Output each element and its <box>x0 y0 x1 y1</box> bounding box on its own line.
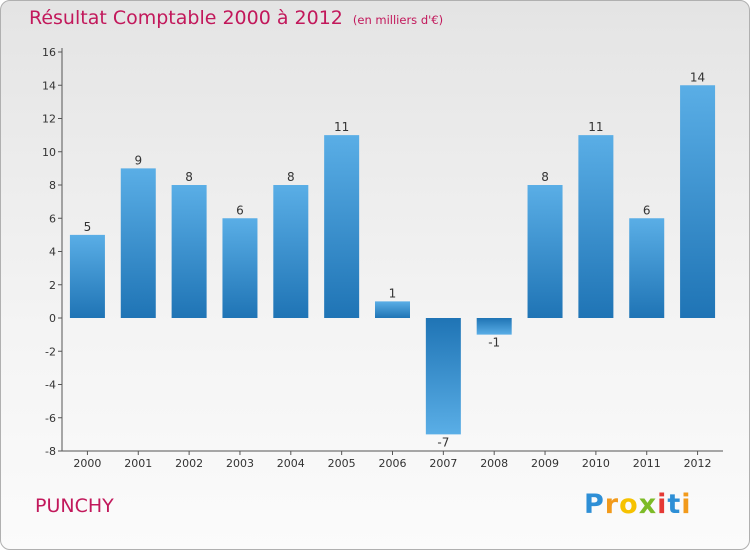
bar-2002 <box>171 185 207 318</box>
value-label: 11 <box>334 120 349 134</box>
value-label: -1 <box>488 336 500 350</box>
value-label: 8 <box>541 170 549 184</box>
bar-2009 <box>527 185 563 318</box>
logo-letter: P <box>584 489 605 520</box>
y-tick-label: 0 <box>49 312 56 325</box>
chart-title: Résultat Comptable 2000 à 2012 (en millie… <box>29 7 443 29</box>
value-label: 11 <box>588 120 603 134</box>
x-tick-label: 2002 <box>175 457 203 470</box>
bar-2006 <box>375 301 410 318</box>
value-label: 8 <box>185 170 193 184</box>
bar-2008 <box>476 318 512 335</box>
proxiti-logo: Proxiti <box>584 489 692 520</box>
value-label: 14 <box>690 70 705 84</box>
bar-2007 <box>425 318 461 435</box>
logo-letter: x <box>638 489 658 520</box>
y-tick-label: 2 <box>49 279 56 292</box>
value-label: 9 <box>134 153 142 167</box>
logo-letter: i <box>681 489 692 520</box>
x-tick-label: 2011 <box>633 457 661 470</box>
bar-2011 <box>629 218 665 318</box>
x-tick-label: 2005 <box>328 457 356 470</box>
y-tick-label: -2 <box>45 345 56 358</box>
y-tick-label: 8 <box>49 179 56 192</box>
value-label: 6 <box>236 203 244 217</box>
y-tick-label: 14 <box>42 79 56 92</box>
y-tick-label: -8 <box>45 445 56 458</box>
value-label: 1 <box>389 286 397 300</box>
y-tick-label: 10 <box>42 146 56 159</box>
y-tick-label: -6 <box>45 412 56 425</box>
bars <box>69 85 716 435</box>
logo-letter: i <box>657 489 668 520</box>
commune-name: PUNCHY <box>35 495 114 517</box>
bar-2000 <box>69 234 105 318</box>
x-tick-label: 2003 <box>226 457 254 470</box>
logo-letter: r <box>604 489 620 520</box>
y-tick-label: 4 <box>49 246 56 259</box>
logo-letter: t <box>667 489 682 520</box>
y-tick-label: -4 <box>45 379 56 392</box>
x-tick-label: 2010 <box>582 457 610 470</box>
x-tick-label: 2008 <box>480 457 508 470</box>
value-label: 6 <box>643 203 651 217</box>
bar-2004 <box>273 185 309 318</box>
x-tick-label: 2004 <box>277 457 305 470</box>
y-tick-label: 6 <box>49 212 56 225</box>
chart-subtitle: (en milliers d'€) <box>352 13 444 27</box>
bar-2012 <box>680 85 716 318</box>
y-tick-label: 12 <box>42 113 56 126</box>
x-tick-label: 2009 <box>531 457 559 470</box>
y-tick-label: 16 <box>42 46 56 59</box>
value-label: 8 <box>287 170 295 184</box>
x-tick-label: 2000 <box>73 457 101 470</box>
x-tick-label: 2007 <box>429 457 457 470</box>
logo-letter: o <box>619 489 639 520</box>
x-tick-label: 2006 <box>379 457 407 470</box>
x-tick-label: 2012 <box>684 457 712 470</box>
chart-title-main: Résultat Comptable 2000 à 2012 <box>29 7 343 29</box>
value-label: 5 <box>84 220 92 234</box>
bar-2001 <box>120 168 156 318</box>
bar-2010 <box>578 135 614 318</box>
bar-2005 <box>324 135 360 318</box>
value-label: -7 <box>437 435 449 449</box>
x-tick-label: 2001 <box>124 457 152 470</box>
bar-2003 <box>222 218 258 318</box>
